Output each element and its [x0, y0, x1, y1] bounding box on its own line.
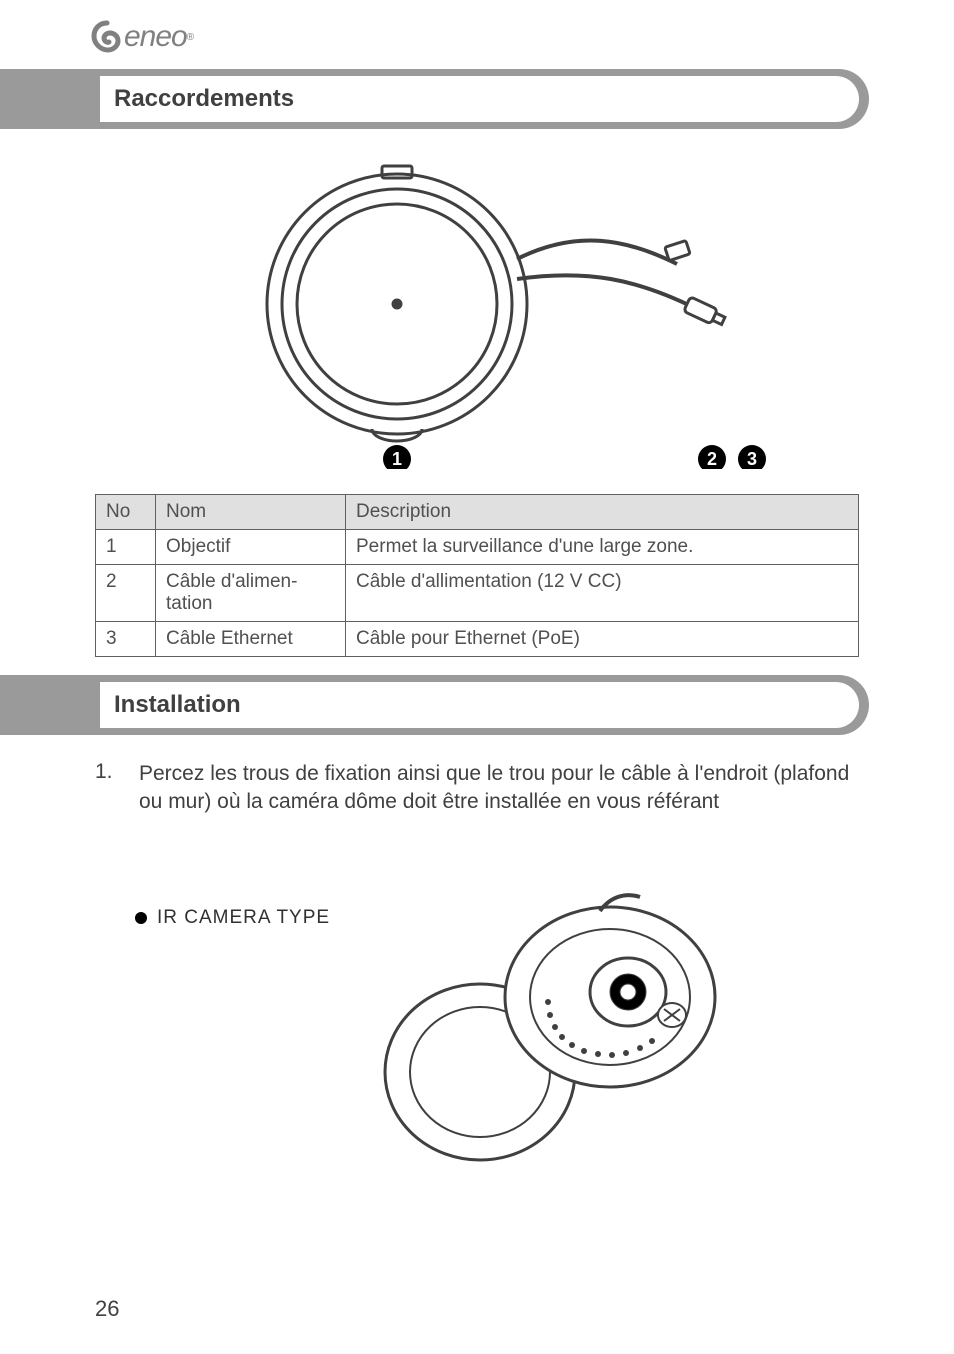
section-bar-raccordements: Raccordements [0, 69, 869, 129]
figure-top-wrap: 1 2 3 [95, 149, 859, 494]
parts-table: No Nom Description 1 Objectif Permet la … [95, 494, 859, 657]
col-desc: Description [346, 495, 859, 530]
cell-desc: Câble pour Ethernet (PoE) [346, 622, 859, 657]
page-number: 26 [95, 1296, 119, 1322]
logo-row: eneo® [0, 0, 954, 69]
section-title-installation: Installation [114, 691, 241, 719]
table-row: 2 Câble d'alimen-tation Câble d'alliment… [96, 565, 859, 622]
section-title-wrap: Raccordements [100, 76, 859, 122]
raccordements-content: 1 2 3 No Nom Description 1 Object [0, 129, 954, 657]
installation-steps: 1. Percez les trous de fixation ainsi qu… [0, 735, 954, 817]
bullet-icon [135, 912, 147, 924]
camera-top-diagram: 1 2 3 [157, 159, 797, 469]
table-row: 1 Objectif Permet la surveillance d'une … [96, 530, 859, 565]
brand-logo: eneo® [90, 20, 194, 54]
swirl-icon [90, 20, 124, 54]
brand-name: eneo [124, 20, 187, 54]
registered-mark: ® [187, 32, 194, 43]
step-number: 1. [95, 760, 117, 817]
section-bar-installation: Installation [0, 675, 869, 735]
cell-nom: Câble d'alimen-tation [156, 565, 346, 622]
cell-desc: Permet la surveillance d'une large zone. [346, 530, 859, 565]
col-no: No [96, 495, 156, 530]
cell-no: 3 [96, 622, 156, 657]
cell-desc: Câble d'allimentation (12 V CC) [346, 565, 859, 622]
ir-camera-row: IR CAMERA TYPE [0, 817, 954, 1167]
cell-nom: Objectif [156, 530, 346, 565]
callout-1: 1 [392, 449, 402, 469]
col-nom: Nom [156, 495, 346, 530]
section-title-wrap: Installation [100, 682, 859, 728]
ir-camera-label: IR CAMERA TYPE [157, 907, 330, 929]
callout-3: 3 [747, 449, 757, 469]
ir-label-wrap: IR CAMERA TYPE [135, 857, 330, 929]
step-text: Percez les trous de fixation ainsi que l… [139, 760, 859, 817]
cell-no: 2 [96, 565, 156, 622]
table-header-row: No Nom Description [96, 495, 859, 530]
list-item: 1. Percez les trous de fixation ainsi qu… [95, 760, 859, 817]
callout-2: 2 [707, 449, 717, 469]
cell-nom: Câble Ethernet [156, 622, 346, 657]
cell-no: 1 [96, 530, 156, 565]
camera-bottom-diagram [370, 857, 750, 1167]
section-title-raccordements: Raccordements [114, 85, 294, 113]
table-row: 3 Câble Ethernet Câble pour Ethernet (Po… [96, 622, 859, 657]
